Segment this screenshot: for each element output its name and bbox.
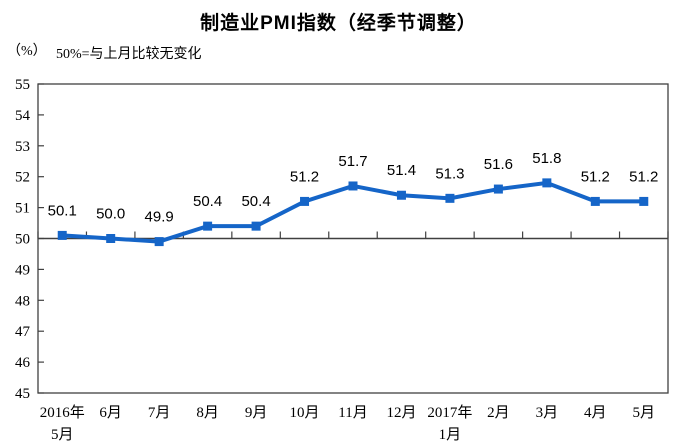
y-axis-tick-label: 50 bbox=[15, 232, 30, 248]
data-point-marker bbox=[590, 196, 600, 206]
data-point-label: 51.2 bbox=[290, 168, 319, 185]
x-axis-category-label: 4月 bbox=[584, 405, 607, 421]
data-point-marker bbox=[203, 221, 213, 231]
y-axis-tick-label: 52 bbox=[15, 170, 30, 186]
x-axis-category-label: 8月 bbox=[196, 405, 219, 421]
data-point-label: 51.8 bbox=[532, 150, 561, 167]
data-point-marker bbox=[493, 184, 503, 194]
data-point-marker bbox=[300, 196, 310, 206]
data-point-label: 51.3 bbox=[435, 165, 464, 182]
y-axis-tick-label: 46 bbox=[15, 355, 31, 371]
data-point-label: 50.4 bbox=[193, 193, 222, 210]
data-point-label: 51.2 bbox=[629, 168, 658, 185]
data-point-marker bbox=[639, 196, 649, 206]
data-point-marker bbox=[57, 230, 67, 240]
data-point-label: 51.2 bbox=[581, 168, 610, 185]
y-axis-tick-label: 48 bbox=[15, 293, 30, 309]
data-point-marker bbox=[445, 193, 455, 203]
y-axis-tick-label: 47 bbox=[15, 324, 31, 340]
data-point-label: 50.0 bbox=[96, 206, 125, 223]
x-axis-category-label: 2月 bbox=[487, 405, 510, 421]
data-point-label: 50.1 bbox=[48, 202, 77, 219]
x-axis-category-label: 5月 bbox=[51, 427, 74, 443]
x-axis-category-label: 7月 bbox=[148, 405, 171, 421]
data-point-label: 51.4 bbox=[387, 162, 416, 179]
data-point-marker bbox=[542, 178, 552, 188]
x-axis-category-label: 2016年 bbox=[40, 404, 85, 421]
y-axis-tick-label: 51 bbox=[15, 201, 30, 217]
data-point-label: 49.9 bbox=[145, 209, 174, 226]
x-axis-category-label: 9月 bbox=[245, 405, 268, 421]
y-axis-tick-label: 54 bbox=[15, 108, 31, 124]
x-axis-category-label: 10月 bbox=[290, 405, 320, 421]
data-point-label: 51.6 bbox=[484, 156, 513, 173]
data-point-marker bbox=[348, 181, 358, 191]
data-point-marker bbox=[154, 237, 164, 247]
data-point-marker bbox=[396, 190, 406, 200]
y-axis-unit-label: （%） bbox=[7, 44, 47, 59]
y-axis-tick-label: 45 bbox=[15, 386, 30, 402]
baseline-note: 50%=与上月比较无变化 bbox=[56, 47, 202, 62]
data-point-label: 50.4 bbox=[241, 193, 270, 210]
x-axis-category-label: 11月 bbox=[338, 405, 367, 421]
x-axis-category-label: 1月 bbox=[439, 427, 462, 443]
y-axis-tick-label: 53 bbox=[15, 139, 30, 155]
x-axis-category-label: 2017年 bbox=[427, 404, 472, 421]
data-point-marker bbox=[251, 221, 261, 231]
x-axis-category-label: 6月 bbox=[99, 405, 122, 421]
chart-title: 制造业PMI指数（经季节调整） bbox=[200, 13, 477, 34]
x-axis-category-label: 12月 bbox=[386, 405, 416, 421]
data-point-marker bbox=[106, 234, 116, 243]
y-axis-tick-label: 49 bbox=[15, 262, 30, 278]
x-axis-category-label: 5月 bbox=[633, 405, 656, 421]
x-axis-category-label: 3月 bbox=[536, 405, 559, 421]
data-point-label: 51.7 bbox=[338, 153, 367, 170]
y-axis-tick-label: 55 bbox=[15, 77, 30, 93]
